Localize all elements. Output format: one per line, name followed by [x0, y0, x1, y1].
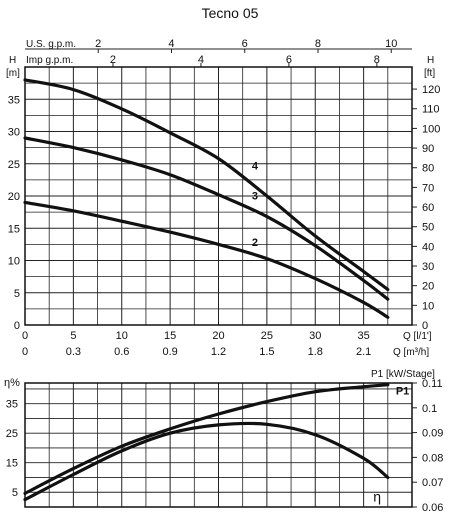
x-tick-label-lmin: 30 [309, 330, 321, 342]
x-tick-label-m3h: 1.8 [308, 346, 323, 358]
curve-label-efficiency: η [373, 488, 381, 504]
lower-plot-frame [24, 382, 413, 508]
right-axis-unit: [ft] [424, 68, 435, 79]
x-tick-label-m3h: 0.3 [66, 346, 81, 358]
curve-stage-3 [23, 136, 390, 301]
imp-gpm-tick-label: 4 [198, 54, 204, 66]
imp-gpm-label: Imp g.p.m. [26, 55, 73, 66]
y-tick-label-ft: 40 [422, 241, 434, 253]
left-axis-unit: [m] [6, 68, 20, 79]
x-axis-label-lmin: Q [l/1'] [403, 331, 432, 342]
frames [24, 66, 413, 508]
curve-stage-4 [23, 78, 390, 292]
imp-gpm-tick-label: 8 [374, 54, 380, 66]
efficiency-axis-label: η% [4, 377, 20, 389]
y-tick-label-ft: 10 [422, 300, 434, 312]
eff-tick-label: 5 [12, 487, 18, 499]
x-axis-label-m3h: Q [m³/h] [393, 347, 429, 358]
eff-tick-label: 15 [6, 458, 18, 470]
y-tick-label-ft: 110 [422, 104, 440, 116]
x-tick-label-m3h: 0.6 [114, 346, 129, 358]
x-tick-label-m3h: 0 [22, 346, 28, 358]
y-tick-label-ft: 120 [422, 84, 440, 96]
x-tick-label-lmin: 20 [212, 330, 224, 342]
y-tick-label-m: 20 [8, 191, 20, 203]
curve-label-stage-3: 3 [252, 190, 258, 202]
us-gpm-tick-label: 2 [95, 38, 101, 50]
x-tick-label-lmin: 10 [116, 330, 128, 342]
x-tick-label-m3h: 0.9 [162, 346, 177, 358]
upper-plot-frame [24, 66, 413, 326]
x-tick-label-m3h: 2.1 [356, 346, 371, 358]
us-gpm-tick-label: 8 [315, 38, 321, 50]
imp-gpm-tick-label: 6 [286, 54, 292, 66]
power-tick-label: 0.07 [422, 477, 443, 489]
curve-stage-2 [23, 200, 390, 319]
x-tick-label-lmin: 15 [164, 330, 176, 342]
us-gpm-tick-label: 6 [242, 38, 248, 50]
x-tick-label-m3h: 1.2 [211, 346, 226, 358]
x-tick-label-lmin: 0 [22, 330, 28, 342]
y-tick-label-m: 30 [8, 127, 20, 139]
y-tick-label-m: 15 [8, 223, 20, 235]
curve-efficiency [23, 421, 390, 502]
y-tick-label-m: 0 [14, 320, 20, 332]
power-tick-label: 0.08 [422, 452, 443, 464]
power-axis-label: P1 [kW/Stage] [371, 369, 435, 380]
y-tick-label-ft: 60 [422, 202, 434, 214]
tick-labels: 0510152025303501020304050607080901001101… [6, 38, 444, 514]
y-tick-label-ft: 0 [422, 320, 428, 332]
curve-label-stage-2: 2 [252, 237, 258, 249]
y-tick-label-m: 35 [8, 94, 20, 106]
right-axis-letter: H [427, 55, 434, 66]
y-tick-label-m: 5 [14, 288, 20, 300]
power-tick-label: 0.11 [422, 378, 443, 390]
x-tick-label-lmin: 25 [261, 330, 273, 342]
power-tick-label: 0.1 [422, 403, 437, 415]
y-tick-label-ft: 50 [422, 222, 434, 234]
y-tick-label-ft: 30 [422, 261, 434, 273]
eff-tick-label: 25 [6, 428, 18, 440]
y-tick-label-ft: 100 [422, 123, 440, 135]
x-tick-label-m3h: 1.5 [259, 346, 274, 358]
curve-label-stage-4: 4 [252, 161, 259, 173]
y-tick-label-ft: 20 [422, 281, 434, 293]
x-tick-label-lmin: 35 [358, 330, 370, 342]
x-tick-label-lmin: 5 [70, 330, 76, 342]
us-gpm-label: U.S. g.p.m. [26, 39, 76, 50]
eff-tick-label: 35 [6, 399, 18, 411]
curve-label-power: P1 [396, 386, 409, 398]
chart-title: Tecno 05 [202, 5, 259, 21]
power-tick-label: 0.06 [422, 502, 443, 514]
us-gpm-tick-label: 10 [385, 38, 397, 50]
y-tick-label-ft: 80 [422, 163, 434, 175]
power-tick-label: 0.09 [422, 428, 443, 440]
y-tick-label-m: 25 [8, 159, 20, 171]
y-tick-label-m: 10 [8, 256, 20, 268]
us-gpm-tick-label: 4 [168, 38, 174, 50]
series-lines [23, 78, 390, 502]
imp-gpm-tick-label: 2 [110, 54, 116, 66]
y-tick-label-ft: 70 [422, 182, 434, 194]
y-tick-label-ft: 90 [422, 143, 434, 155]
left-axis-letter: H [9, 55, 16, 66]
curve-power [23, 383, 390, 495]
